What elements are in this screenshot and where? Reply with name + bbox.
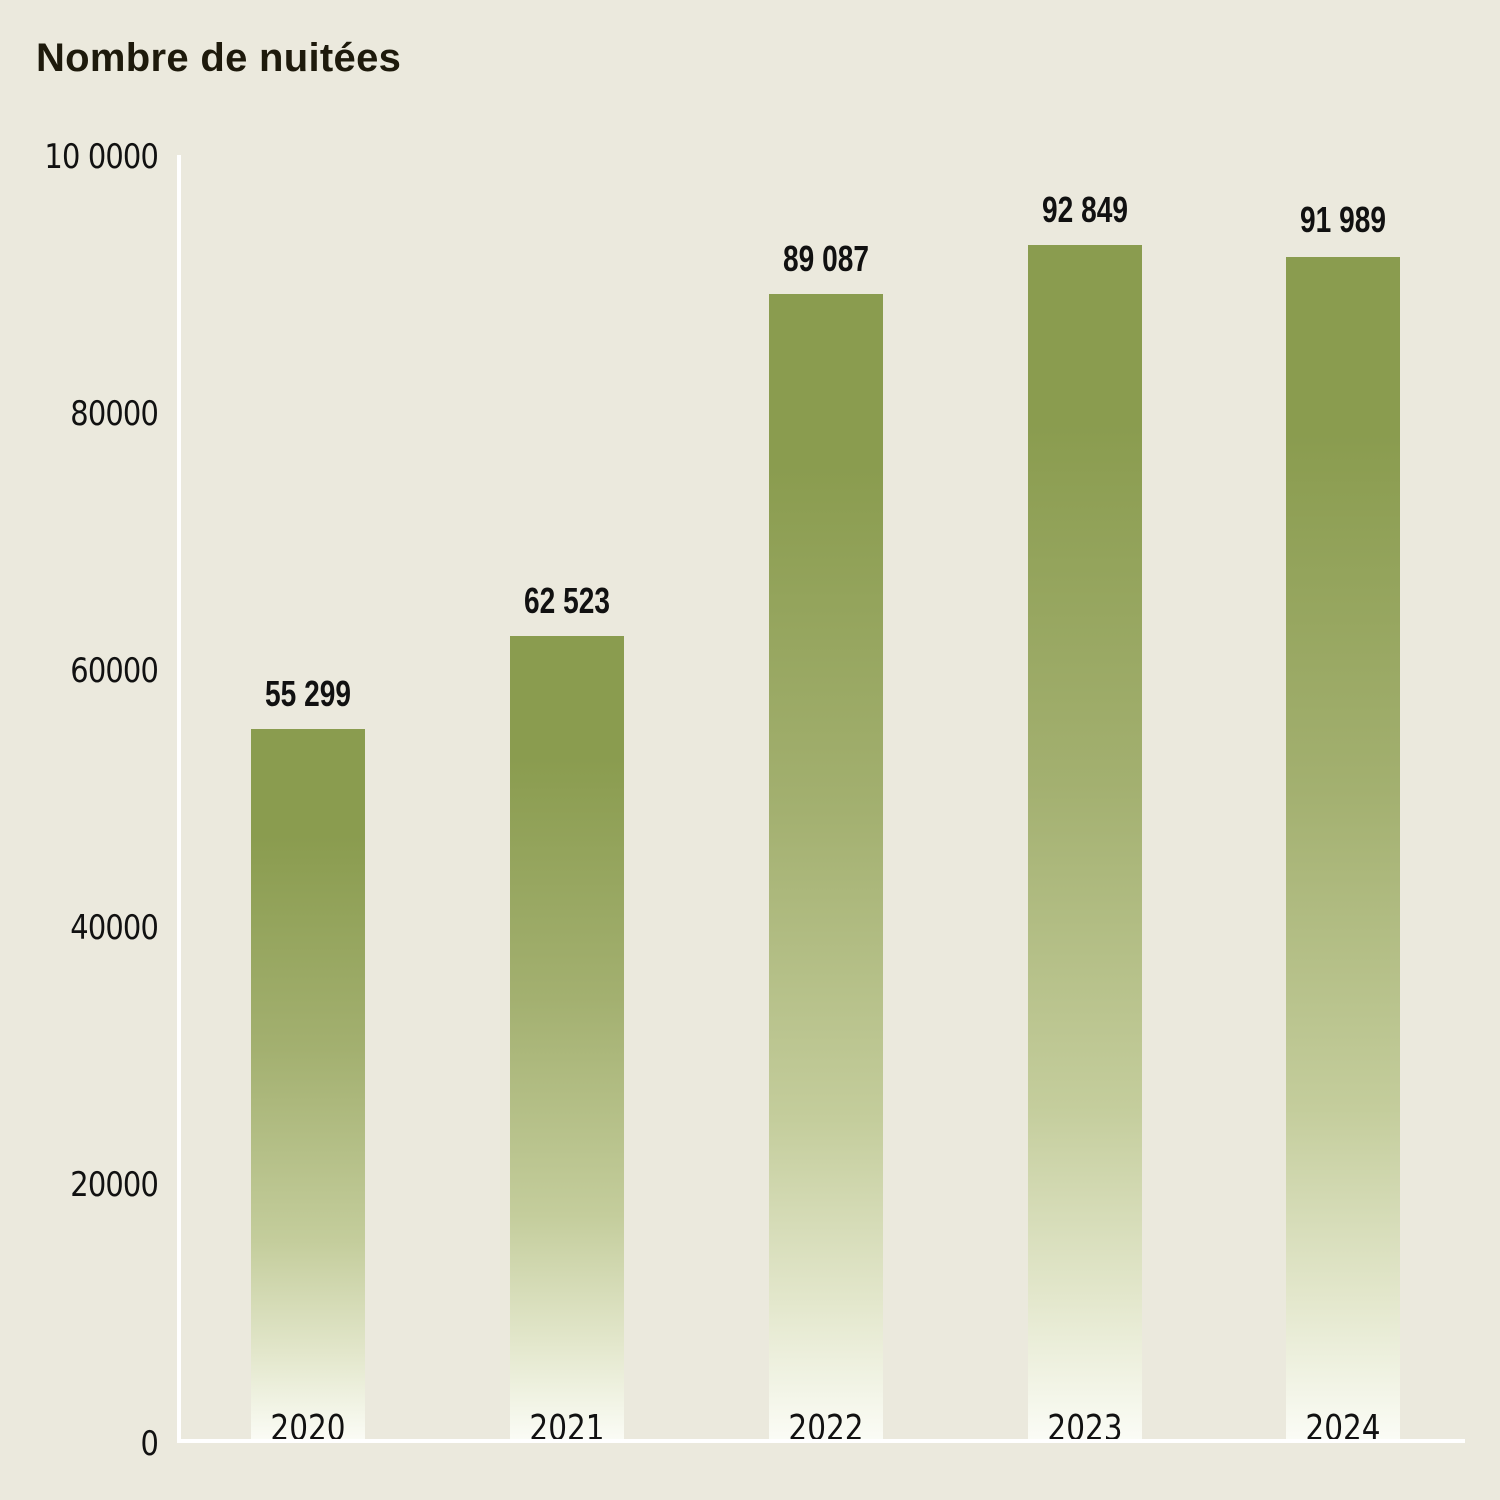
y-tick-label: 0	[140, 1424, 158, 1464]
bar-value-label: 55 299	[265, 673, 351, 714]
bar-2020	[251, 729, 365, 1441]
bar-value-label: 92 849	[1042, 189, 1128, 230]
x-axis-line	[177, 1439, 1465, 1443]
bar-2024	[1286, 257, 1400, 1441]
y-tick-label: 20000	[70, 1165, 159, 1205]
y-axis-line	[177, 155, 181, 1443]
chart-title: Nombre de nuitées	[36, 36, 402, 80]
bar-value-label: 89 087	[783, 238, 869, 279]
bar-2021	[510, 636, 624, 1441]
bar-value-label: 62 523	[524, 580, 610, 621]
y-tick-label: 60000	[70, 651, 159, 691]
y-tick-label: 40000	[70, 908, 159, 948]
bar-2022	[769, 294, 883, 1441]
y-tick-label: 80000	[70, 394, 159, 434]
y-tick-label: 10 0000	[44, 137, 158, 177]
bar-2023	[1028, 245, 1142, 1441]
bar-value-label: 91 989	[1300, 199, 1386, 240]
